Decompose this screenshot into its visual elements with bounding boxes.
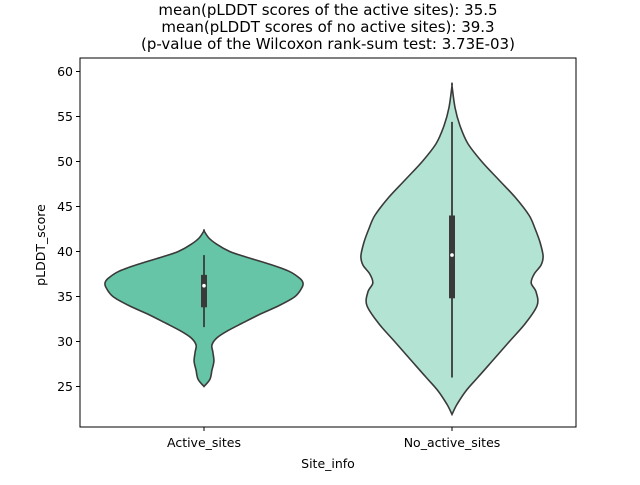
- y-tick-label: 50: [57, 154, 73, 169]
- y-tick-label: 30: [57, 334, 73, 349]
- chart-title: mean(pLDDT scores of the active sites): …: [141, 1, 515, 53]
- title-line-2: mean(pLDDT scores of no active sites): 3…: [161, 18, 494, 36]
- title-line-3: (p-value of the Wilcoxon rank-sum test: …: [141, 35, 515, 53]
- x-axis-ticks: Active_sites No_active_sites: [167, 427, 500, 450]
- y-axis-ticks: 25 30 35 40 45 50 55 60: [57, 64, 80, 394]
- box-layer: [201, 121, 455, 378]
- median-point-active-sites: [202, 283, 206, 288]
- y-tick-label: 45: [57, 199, 73, 214]
- x-axis-label: Site_info: [301, 456, 355, 471]
- y-tick-label: 35: [57, 289, 73, 304]
- y-tick-label: 25: [57, 379, 73, 394]
- violin-layer: [104, 82, 544, 417]
- y-tick-label: 60: [57, 64, 73, 79]
- x-tick-label: No_active_sites: [404, 435, 501, 450]
- y-axis-label: pLDDT_score: [33, 204, 48, 286]
- y-tick-label: 55: [57, 109, 73, 124]
- iqr-box-active-sites: [201, 274, 207, 308]
- plot-area-frame: [79, 57, 577, 428]
- median-point-no-active-sites: [450, 253, 454, 257]
- x-tick-label: Active_sites: [167, 435, 241, 450]
- title-line-1: mean(pLDDT scores of the active sites): …: [158, 1, 497, 19]
- y-tick-label: 40: [57, 244, 73, 259]
